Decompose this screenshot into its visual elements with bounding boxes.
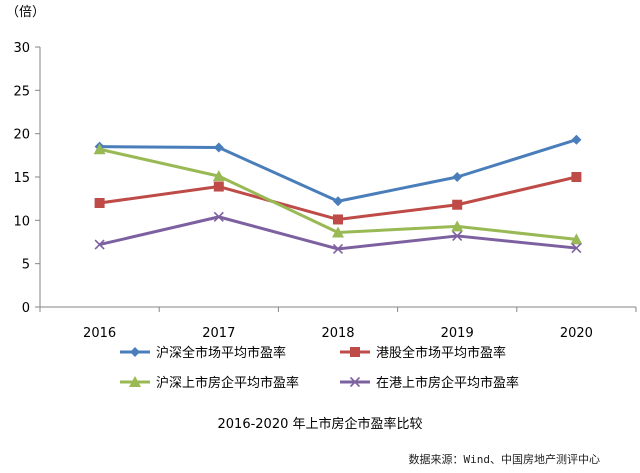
- legend-marker: [129, 376, 141, 387]
- data-point: [332, 226, 344, 238]
- legend-item: 沪深全市场平均市盈率: [120, 345, 286, 361]
- chart-title: 2016-2020 年上市房企市盈率比较: [218, 416, 423, 432]
- x-marker-stroke: [349, 376, 361, 388]
- legend-item: 沪深上市房企平均市盈率: [120, 375, 299, 391]
- legend-marker: [130, 347, 140, 357]
- x-tick-label: 2019: [441, 326, 474, 341]
- legend-label: 沪深全市场平均市盈率: [156, 345, 286, 361]
- data-point: [570, 233, 583, 245]
- x-marker-stroke: [94, 239, 105, 250]
- x-tick-label: 2020: [560, 326, 593, 341]
- legend-marker: [350, 347, 360, 357]
- y-tick-label: 5: [22, 258, 30, 273]
- data-point: [212, 170, 225, 182]
- data-point: [213, 142, 224, 153]
- series-2: [94, 172, 582, 225]
- x-tick-label: 2016: [83, 326, 116, 341]
- series-1: [94, 134, 582, 207]
- series-layer: [93, 134, 583, 254]
- x-marker-stroke: [571, 243, 582, 254]
- data-point: [333, 214, 343, 225]
- data-point: [94, 239, 105, 250]
- y-tick-label: 25: [13, 84, 30, 99]
- y-axis-unit-label: （倍）: [6, 5, 45, 20]
- data-point: [333, 196, 343, 207]
- series-4: [94, 211, 582, 254]
- data-point: [452, 199, 463, 210]
- legend-item: 港股全市场平均市盈率: [340, 345, 506, 361]
- data-point: [213, 211, 224, 222]
- legend-label: 港股全市场平均市盈率: [376, 345, 506, 361]
- series-3: [93, 143, 583, 245]
- data-point: [571, 172, 582, 182]
- y-tick-label: 20: [13, 128, 30, 143]
- legend-label: 在港上市房企平均市盈率: [376, 375, 519, 391]
- data-point: [332, 243, 344, 254]
- x-marker-stroke: [213, 211, 224, 222]
- data-point: [93, 143, 106, 155]
- data-point: [213, 181, 224, 192]
- x-tick-label: 2017: [202, 326, 235, 341]
- data-point: [571, 243, 582, 254]
- data-point: [94, 198, 105, 208]
- legend-item: 在港上市房企平均市盈率: [340, 375, 519, 391]
- y-axis: 0 5 10 15 20 25 30: [13, 41, 41, 316]
- legend-label: 沪深上市房企平均市盈率: [156, 375, 299, 391]
- data-point: [452, 172, 463, 182]
- x-marker-stroke: [452, 230, 463, 241]
- y-tick-label: 30: [13, 41, 30, 56]
- y-tick-label: 0: [22, 301, 30, 316]
- legend-marker: [349, 376, 361, 388]
- data-point: [571, 134, 582, 145]
- y-tick-label: 15: [13, 171, 30, 186]
- x-marker-stroke: [332, 243, 344, 254]
- data-point: [452, 230, 463, 241]
- source-note: 数据来源：Wind、中国房地产测评中心: [409, 452, 601, 466]
- y-tick-label: 10: [13, 214, 30, 229]
- x-axis: 2016 2017 2018 2019 2020: [39, 306, 637, 341]
- data-point: [451, 220, 464, 232]
- x-tick-label: 2018: [321, 326, 354, 341]
